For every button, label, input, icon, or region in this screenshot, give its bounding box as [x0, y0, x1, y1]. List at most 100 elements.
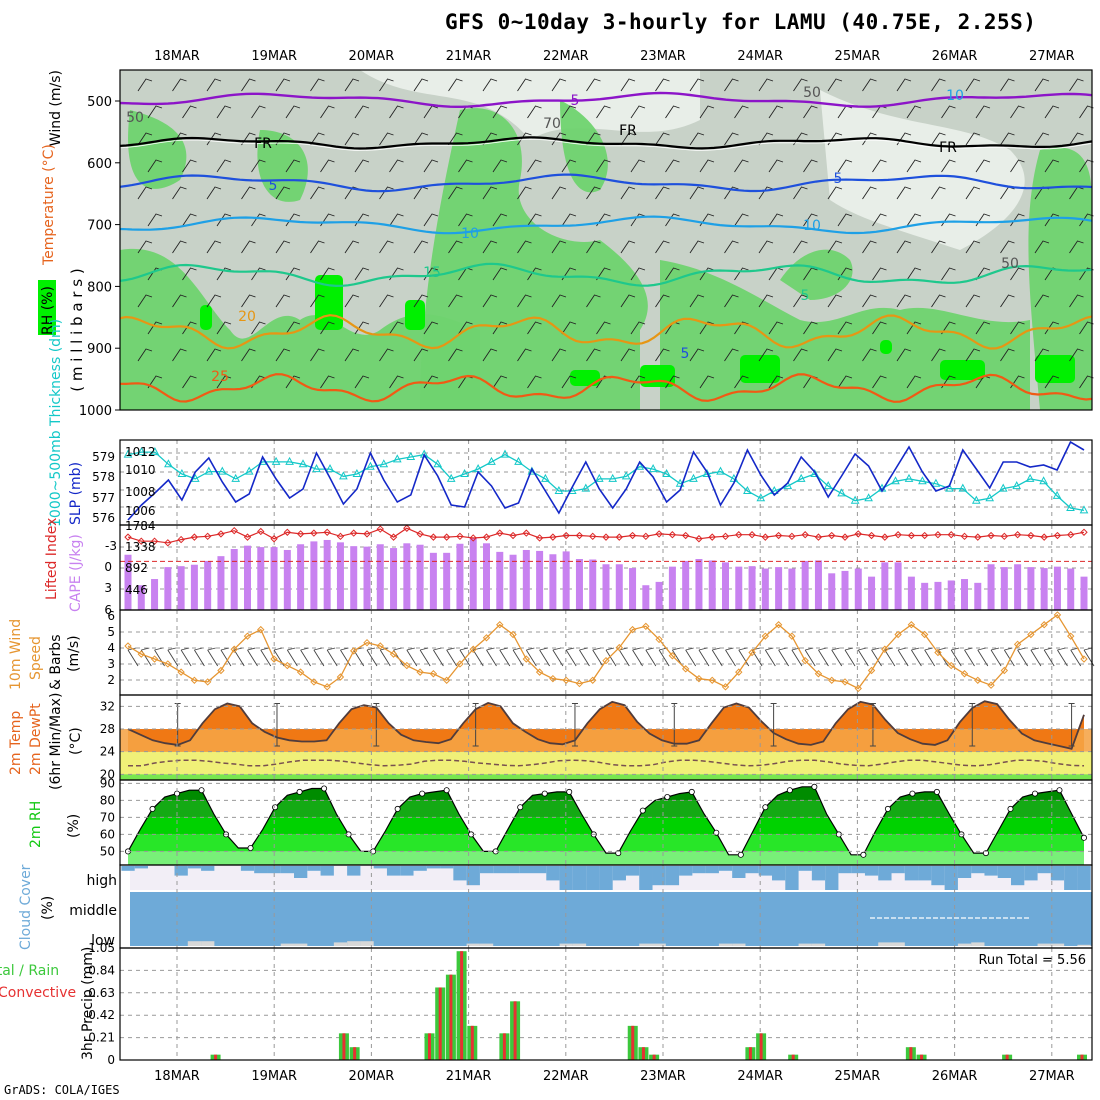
- thickness-point: [1066, 502, 1075, 511]
- upper-wind-barb: [551, 240, 567, 254]
- low-cloud-bar: [891, 942, 905, 946]
- upper-wind-barb: [561, 213, 577, 227]
- cape-bar: [549, 554, 557, 610]
- high-cloud-bar: [798, 866, 812, 871]
- upper-wind-barb: [492, 213, 508, 227]
- upper-wind-barb: [448, 132, 463, 146]
- upper-wind-barb: [620, 294, 636, 308]
- date-tick-label: 19MAR: [251, 1069, 297, 1084]
- lifted-index-point: [854, 530, 862, 538]
- cape-bar: [562, 551, 570, 610]
- surface-wind-barb: [154, 647, 165, 667]
- wind-speed-point: [987, 681, 995, 689]
- upper-wind-barb: [931, 186, 946, 200]
- wind-speed-point: [974, 676, 982, 684]
- upper-wind-barb: [596, 267, 611, 281]
- upper-wind-barb: [596, 105, 611, 119]
- upper-wind-barb: [561, 321, 577, 335]
- upper-wind-barb: [285, 159, 301, 173]
- lifted-index-point: [336, 532, 345, 541]
- date-tick-label: 19MAR: [251, 49, 297, 64]
- high-cloud-bar: [413, 866, 427, 871]
- cape-bar: [881, 562, 889, 610]
- upper-wind-barb: [793, 78, 808, 92]
- upper-wind-barb: [768, 213, 784, 227]
- precip-convective-bar: [353, 1047, 357, 1060]
- upper-wind-barb: [965, 78, 981, 92]
- thickness-point: [864, 493, 873, 502]
- cape-bar: [177, 566, 185, 610]
- upper-wind-barb: [389, 375, 404, 389]
- high-cloud-bar: [174, 866, 188, 876]
- upper-wind-barb: [147, 321, 163, 335]
- cape-bar: [602, 564, 610, 610]
- low-cloud-bar: [187, 941, 202, 946]
- low-cloud-bar: [652, 943, 666, 946]
- lifted-index-point: [190, 533, 199, 541]
- slp-tick-label: 1006: [125, 504, 156, 518]
- lifted-index-point: [1040, 533, 1048, 541]
- thickness-point: [769, 485, 779, 494]
- rh-light-region: [820, 90, 1025, 250]
- thickness-tick-label: 579: [92, 450, 115, 464]
- wind-speed-point: [960, 670, 969, 678]
- cape-bar: [695, 559, 703, 610]
- footer-credit: GrADS: COLA/IGES: [4, 1083, 120, 1097]
- lifted-index-point: [974, 533, 982, 541]
- precip-convective-bar: [342, 1033, 346, 1060]
- surface-wind-barb: [751, 647, 763, 667]
- upper-wind-barb: [413, 348, 429, 362]
- thickness-point: [945, 483, 954, 492]
- date-tick-label: 22MAR: [543, 1069, 589, 1084]
- cape-bar: [775, 567, 783, 610]
- lifted-index-point: [894, 531, 902, 539]
- upper-wind-barb: [768, 375, 784, 389]
- low-cloud-bar: [572, 943, 587, 946]
- ylabel-rh: RH (%): [40, 286, 56, 335]
- upper-wind-barb: [699, 159, 715, 173]
- lifted-index-point: [350, 529, 358, 537]
- wind-speed-point: [1013, 640, 1022, 649]
- thickness-point: [190, 473, 200, 482]
- upper-wind-barb: [492, 105, 508, 119]
- rh-point: [1056, 787, 1063, 794]
- cape-bar: [1000, 567, 1008, 610]
- upper-wind-barb: [1044, 105, 1060, 119]
- rh-saturated-region: [1035, 355, 1075, 383]
- ylabel-rh2m: 2m RH: [28, 801, 44, 848]
- pressure-tick-label: 800: [87, 280, 112, 295]
- upper-wind-barb: [206, 78, 222, 92]
- cape-bar: [429, 552, 437, 610]
- upper-wind-barb: [896, 240, 912, 254]
- ylabel-precip-total: Total / Rain: [0, 963, 59, 979]
- high-cloud-bar: [997, 866, 1012, 878]
- surface-wind-barb: [472, 647, 484, 667]
- high-cloud-bar: [599, 866, 613, 890]
- cape-tick-label: 892: [125, 561, 148, 575]
- upper-wind-barb: [699, 105, 715, 119]
- temp-contour-25c: [119, 373, 1093, 403]
- cape-bar: [735, 566, 743, 610]
- upper-wind-barb: [492, 159, 508, 173]
- wind-speed-point: [602, 656, 610, 665]
- cape-bar: [828, 573, 836, 610]
- thickness-point: [150, 447, 160, 456]
- upper-wind-barb: [423, 213, 439, 227]
- cape-bar: [854, 568, 862, 610]
- high-cloud-bar: [864, 866, 879, 876]
- upper-wind-barb: [872, 321, 887, 335]
- high-cloud-bar: [572, 866, 587, 890]
- li-tick-label: 0: [104, 560, 112, 574]
- high-cloud-bar: [971, 866, 985, 874]
- high-cloud-bar: [692, 866, 706, 874]
- precip-convective-bar: [502, 1033, 506, 1060]
- cape-bar: [323, 539, 331, 610]
- surface-wind-barb: [393, 647, 404, 667]
- upper-wind-barb: [275, 78, 291, 92]
- upper-wind-barb: [862, 294, 877, 308]
- upper-wind-barb: [906, 213, 922, 227]
- upper-wind-barb: [586, 186, 601, 200]
- precip-frame: [119, 947, 1093, 1061]
- minmax-bar: [472, 703, 479, 747]
- wind-speed-point: [1053, 611, 1062, 619]
